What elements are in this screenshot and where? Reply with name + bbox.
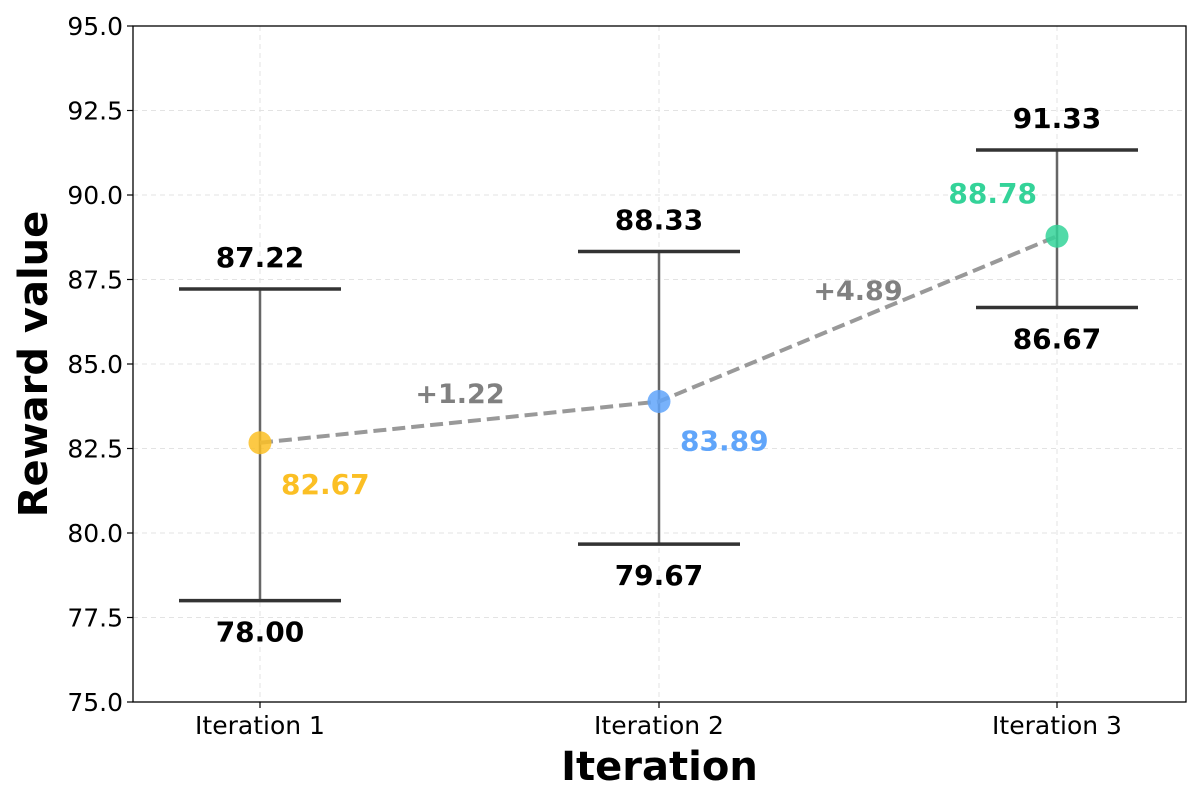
x-tick-label: Iteration 1 bbox=[195, 711, 325, 740]
y-tick-label: 85.0 bbox=[67, 350, 123, 379]
y-tick-label: 80.0 bbox=[67, 519, 123, 548]
mean-point bbox=[248, 431, 272, 455]
delta-label: +4.89 bbox=[813, 276, 902, 307]
max-label: 87.22 bbox=[216, 241, 305, 274]
delta-label: +1.22 bbox=[415, 379, 504, 410]
mean-label: 82.67 bbox=[281, 468, 370, 501]
y-axis-title: Reward value bbox=[11, 211, 57, 518]
mean-label: 88.78 bbox=[948, 177, 1037, 210]
y-tick-label: 82.5 bbox=[67, 435, 123, 464]
y-tick-label: 95.0 bbox=[67, 12, 123, 41]
x-tick-label: Iteration 3 bbox=[992, 711, 1122, 740]
min-label: 86.67 bbox=[1013, 323, 1102, 356]
mean-point bbox=[1045, 224, 1069, 248]
max-label: 88.33 bbox=[615, 203, 704, 236]
y-tick-label: 90.0 bbox=[67, 181, 123, 210]
mean-point bbox=[647, 390, 671, 414]
x-axis-title: Iteration bbox=[561, 744, 758, 790]
min-label: 79.67 bbox=[615, 559, 704, 592]
tick-layer: 75.0 77.5 80.0 82.5 85.0 87.5 90.0 92.5 95.0 Iter… bbox=[67, 12, 1122, 740]
y-tick-label: 87.5 bbox=[67, 266, 123, 295]
mean-label: 83.89 bbox=[680, 425, 769, 458]
y-tick-label: 77.5 bbox=[67, 604, 123, 633]
point-layer bbox=[248, 224, 1069, 455]
y-tick-label: 92.5 bbox=[67, 97, 123, 126]
x-tick-label: Iteration 2 bbox=[594, 711, 724, 740]
y-tick-label: 75.0 bbox=[67, 688, 123, 717]
min-label: 78.00 bbox=[216, 616, 305, 649]
max-label: 91.33 bbox=[1013, 102, 1102, 135]
label-layer: 87.22 78.00 88.33 79.67 91.33 86.67 +1.22 +4.89… bbox=[216, 102, 1102, 649]
